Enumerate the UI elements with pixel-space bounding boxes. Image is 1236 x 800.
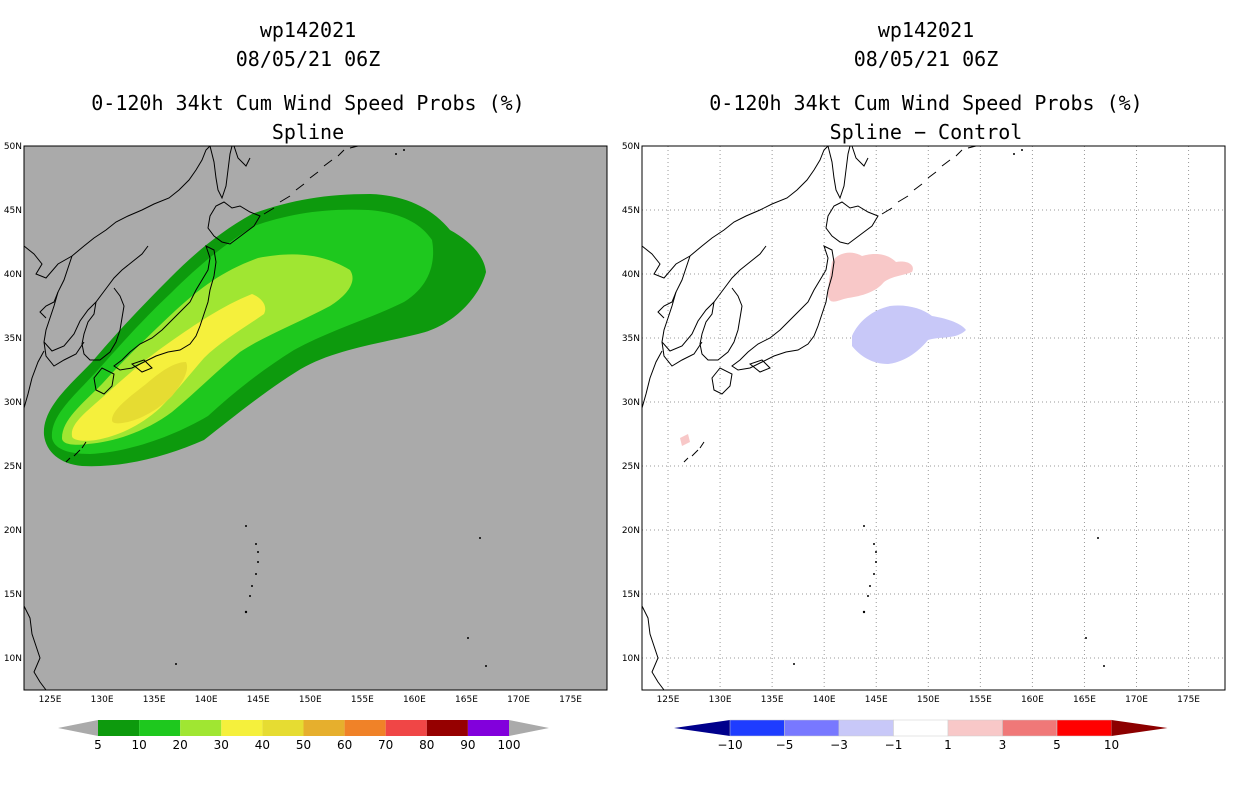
left-axis-labels: 50N 45N 40N 35N 30N 25N 20N 15N 10N 125E 130E 135E…: [4, 142, 582, 705]
lon-label: 125E: [657, 695, 680, 705]
right-gridlines: [642, 145, 1225, 690]
legend-label: 100: [498, 738, 521, 752]
legend-swatch: [426, 720, 468, 736]
legend-swatch: [1002, 719, 1058, 737]
legend-swatch: [729, 719, 785, 737]
legend-swatch: [467, 720, 509, 736]
lat-label: 45N: [622, 206, 640, 216]
left-legend: 5 10 20 30 40 50 60 70 80 90 100: [58, 720, 549, 752]
left-datetime: 08/05/21 06Z: [235, 47, 381, 71]
lat-label: 25N: [622, 462, 640, 472]
lon-label: 160E: [403, 695, 426, 705]
lat-label: 40N: [4, 270, 22, 280]
lon-label: 155E: [351, 695, 374, 705]
legend-label: 3: [999, 738, 1007, 752]
lon-label: 175E: [1177, 695, 1200, 705]
lon-label: 140E: [195, 695, 218, 705]
lat-label: 20N: [622, 526, 640, 536]
legend-swatch: [221, 720, 263, 736]
legend-arrow-high: [1111, 720, 1168, 736]
legend-label: 10: [1104, 738, 1119, 752]
right-storm-id: wp142021: [877, 18, 975, 42]
legend-swatch: [139, 720, 181, 736]
legend-label: 50: [296, 738, 311, 752]
right-legend: −10 −5 −3 −1 1 3 5 10: [674, 719, 1168, 752]
lon-label: 130E: [91, 695, 114, 705]
legend-swatch: [303, 720, 345, 736]
legend-label: 40: [255, 738, 270, 752]
legend-label: 30: [214, 738, 229, 752]
lon-label: 170E: [1125, 695, 1148, 705]
legend-label: 60: [337, 738, 352, 752]
legend-swatch: [344, 720, 386, 736]
difference-blobs: [680, 252, 966, 446]
legend-label: −3: [830, 738, 848, 752]
lat-label: 35N: [622, 334, 640, 344]
lon-label: 145E: [247, 695, 270, 705]
lat-label: 10N: [622, 654, 640, 664]
lon-label: 165E: [1073, 695, 1096, 705]
lat-label: 50N: [622, 142, 640, 152]
right-axis-labels: 50N 45N 40N 35N 30N 25N 20N 15N 10N 125E 130E 135E…: [622, 142, 1200, 705]
lat-label: 15N: [622, 590, 640, 600]
legend-label: 5: [94, 738, 102, 752]
lon-label: 165E: [455, 695, 478, 705]
lat-label: 50N: [4, 142, 22, 152]
legend-label: 90: [460, 738, 475, 752]
legend-label: 80: [419, 738, 434, 752]
left-subtitle: Spline: [271, 120, 345, 144]
lon-label: 150E: [299, 695, 322, 705]
legend-label: 1: [944, 738, 952, 752]
legend-label: 5: [1053, 738, 1061, 752]
lon-label: 130E: [709, 695, 732, 705]
legend-label: −10: [717, 738, 742, 752]
lon-label: 155E: [969, 695, 992, 705]
lon-label: 145E: [865, 695, 888, 705]
legend-label: −5: [776, 738, 794, 752]
lat-label: 10N: [4, 654, 22, 664]
legend-arrow-high: [509, 720, 549, 736]
legend-swatch: [784, 719, 840, 737]
lon-label: 125E: [39, 695, 62, 705]
lat-label: 45N: [4, 206, 22, 216]
right-map: 50N 45N 40N 35N 30N 25N 20N 15N 10N 125E 130E 135E…: [622, 142, 1226, 705]
legend-label: −1: [885, 738, 903, 752]
lat-label: 15N: [4, 590, 22, 600]
left-product-title: 0-120h 34kt Cum Wind Speed Probs (%): [91, 91, 525, 115]
lon-label: 160E: [1021, 695, 1044, 705]
legend-swatch: [838, 719, 894, 737]
legend-swatch: [893, 719, 949, 737]
probability-swath: [43, 194, 487, 467]
lat-label: 20N: [4, 526, 22, 536]
lon-label: 135E: [143, 695, 166, 705]
right-subtitle: Spline − Control: [829, 120, 1023, 144]
lat-label: 30N: [4, 398, 22, 408]
legend-label: 10: [131, 738, 146, 752]
legend-arrow-low: [58, 720, 98, 736]
lat-label: 35N: [4, 334, 22, 344]
legend-swatch: [262, 720, 304, 736]
lon-label: 135E: [761, 695, 784, 705]
legend-label: 20: [173, 738, 188, 752]
lat-label: 30N: [622, 398, 640, 408]
left-map: 50N 45N 40N 35N 30N 25N 20N 15N 10N 125E 130E 135E…: [4, 142, 608, 705]
lat-label: 25N: [4, 462, 22, 472]
legend-swatch: [1056, 719, 1112, 737]
lon-label: 150E: [917, 695, 940, 705]
lon-label: 170E: [507, 695, 530, 705]
lat-label: 40N: [622, 270, 640, 280]
left-storm-id: wp142021: [259, 18, 357, 42]
legend-arrow-low: [674, 720, 730, 736]
legend-swatch: [98, 720, 140, 736]
lon-label: 175E: [559, 695, 582, 705]
legend-swatch: [947, 719, 1003, 737]
right-product-title: 0-120h 34kt Cum Wind Speed Probs (%): [709, 91, 1143, 115]
legend-swatch: [180, 720, 222, 736]
lon-label: 140E: [813, 695, 836, 705]
legend-label: 70: [378, 738, 393, 752]
right-datetime: 08/05/21 06Z: [853, 47, 999, 71]
legend-swatch: [385, 720, 427, 736]
